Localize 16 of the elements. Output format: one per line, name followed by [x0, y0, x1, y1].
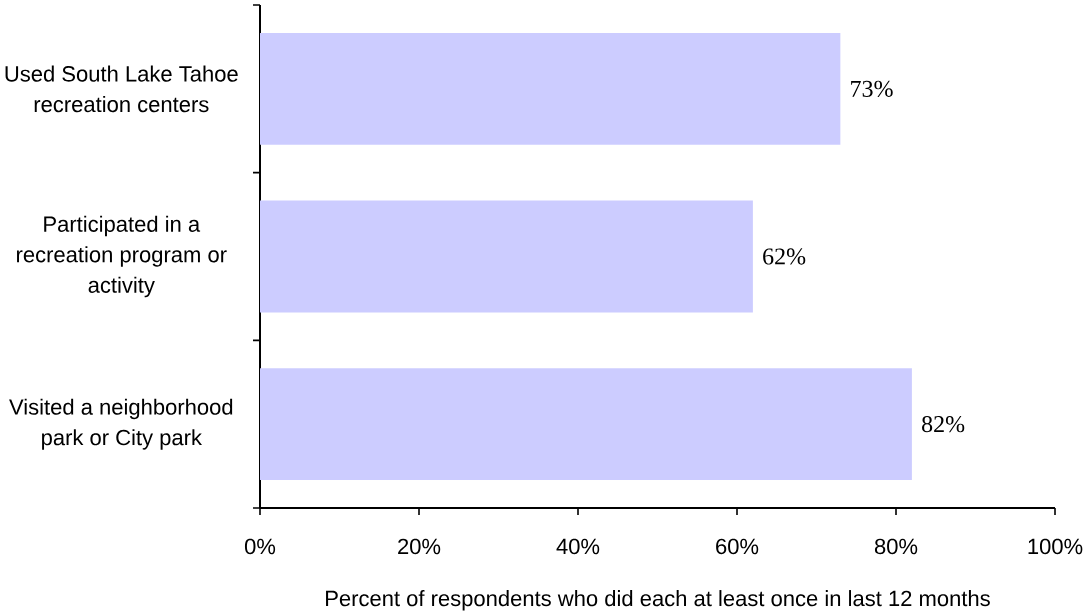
- bar: [260, 200, 753, 313]
- y-tick-label: Visited a neighborhood park or City park: [9, 398, 233, 450]
- x-tick-label: 0%: [244, 538, 276, 555]
- x-tick-label: 100%: [1028, 538, 1083, 555]
- data-label: 62%: [763, 248, 806, 265]
- x-axis-title: Percent of respondents who did each at least once in last 12 months: [326, 590, 990, 611]
- x-tick-label: 20%: [398, 538, 441, 555]
- data-label: 73%: [851, 80, 893, 97]
- y-tick-label: Used South Lake Tahoe recreation centers: [5, 65, 238, 113]
- x-tick-label: 80%: [874, 538, 918, 555]
- x-tick-label: 60%: [716, 538, 759, 555]
- bar: [260, 32, 841, 145]
- y-tick-label: Participated in a recreation program or activity: [16, 215, 227, 298]
- data-label: 82%: [922, 416, 965, 433]
- x-tick-label: 40%: [556, 538, 600, 555]
- bar: [260, 368, 912, 481]
